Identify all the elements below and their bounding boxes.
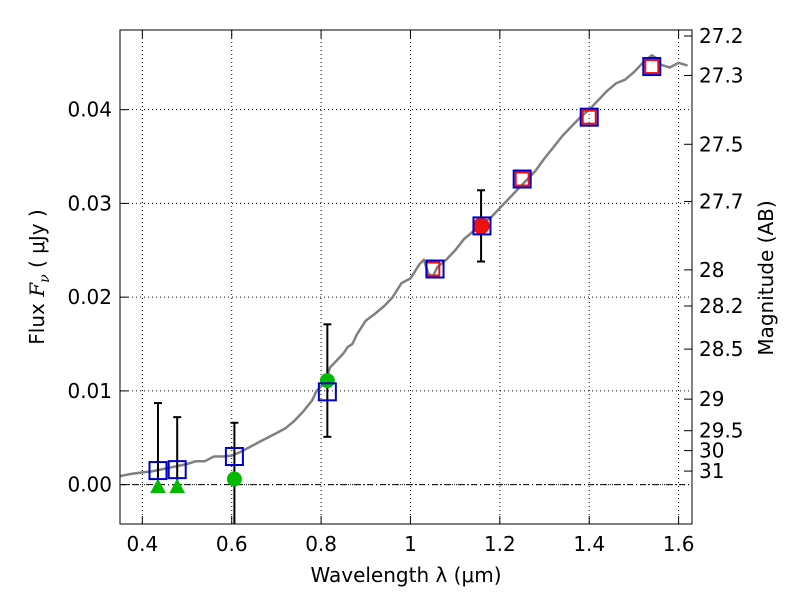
x-tick-label-6: 1.6 [663, 532, 695, 556]
model-square-1 [167, 460, 187, 480]
plot-area [120, 54, 692, 524]
wfc-point-1 [472, 217, 490, 235]
y-axis-label-right: Magnitude (AB) [754, 200, 778, 355]
y-tick-label-4: 0.04 [67, 98, 112, 122]
mag-tick-label-9: 30 [699, 439, 724, 463]
wfc-point-3 [581, 109, 597, 125]
y-tick-label-0: 0.00 [67, 473, 112, 497]
mag-tick-label-8: 29.5 [699, 419, 744, 443]
x-tick-label-4: 1.2 [484, 532, 516, 556]
mag-tick-label-2: 27.5 [699, 132, 744, 156]
x-tick-label-0: 0.4 [126, 532, 158, 556]
y-label-subscript: ν [37, 274, 53, 283]
mag-tick-label-4: 28 [699, 258, 724, 282]
x-tick-label-5: 1.4 [573, 532, 605, 556]
y-tick-label-2: 0.02 [67, 285, 112, 309]
mag-tick-label-3: 27.7 [699, 190, 744, 214]
wfc-point-2 [514, 171, 530, 187]
model-square-7 [579, 107, 599, 127]
y-label-suffix: ( μJy ) [25, 209, 49, 274]
acs-point-1 [319, 373, 335, 389]
model-square-0 [148, 461, 168, 481]
x-tick-label-3: 1 [404, 532, 417, 556]
plot-frame [119, 29, 693, 525]
model-square-6 [512, 169, 532, 189]
model-square-8 [642, 57, 662, 77]
mag-tick-label-1: 27.3 [699, 63, 744, 87]
x-axis-label: Wavelength λ (μm) [310, 563, 501, 587]
sed-line [120, 54, 688, 478]
acs-point-0 [226, 471, 242, 487]
x-tick-label-2: 0.8 [305, 532, 337, 556]
y-label-prefix: Flux [25, 297, 49, 345]
clipped-layer [120, 54, 692, 524]
mag-tick-label-7: 29 [699, 387, 724, 411]
y-tick-label-1: 0.01 [67, 379, 112, 403]
mag-tick-label-6: 28.5 [699, 337, 744, 361]
wfc-point-4 [644, 59, 660, 75]
model-square-5 [472, 216, 492, 236]
limit-triangle-0 [150, 478, 166, 494]
model-square-2 [224, 447, 244, 467]
model-square-4 [425, 259, 445, 279]
model-square-3 [317, 382, 337, 402]
limit-triangle-1 [169, 478, 186, 494]
mag-tick-label-0: 27.2 [699, 24, 744, 48]
y-label-symbol: F [25, 282, 49, 298]
x-tick-label-1: 0.6 [216, 532, 248, 556]
mag-tick-label-10: 31 [699, 459, 724, 483]
axis-ticks: 0.4 0.6 0.8 1 1.2 1.4 1.6 0.00 0.01 0.02 0.03 0.04 2… [67, 24, 743, 556]
y-axis-label-left: Flux Fν ( μJy ) [25, 209, 53, 344]
y-tick-label-3: 0.03 [67, 191, 112, 215]
mag-tick-label-5: 28.2 [699, 294, 744, 318]
